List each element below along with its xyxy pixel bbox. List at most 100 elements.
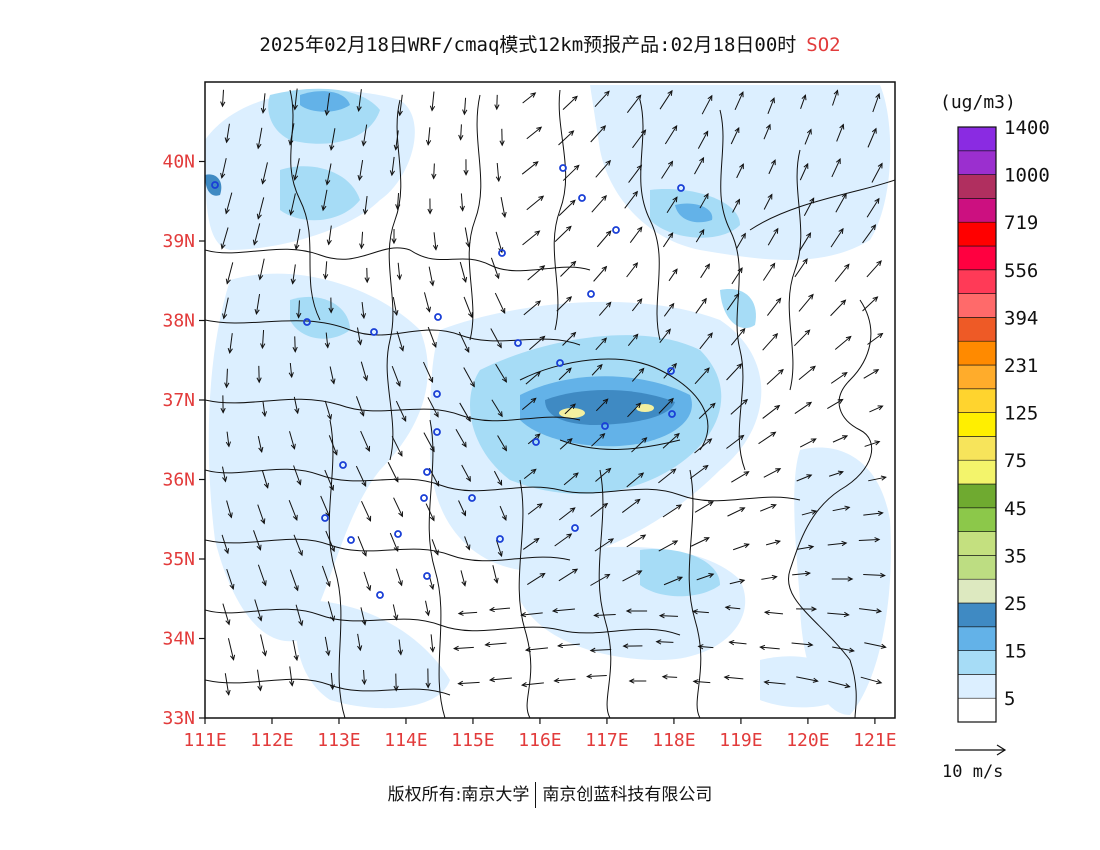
wind-arrow bbox=[622, 643, 643, 649]
wind-arrow bbox=[527, 265, 546, 281]
boundary-line bbox=[688, 469, 702, 718]
wind-arrow bbox=[655, 639, 674, 645]
copyright-footer: 版权所有:南京大学 南京创蓝科技有限公司 bbox=[0, 780, 1100, 808]
wind-arrow bbox=[526, 195, 545, 211]
wind-arrow bbox=[293, 158, 300, 181]
wind-arrow bbox=[827, 398, 844, 409]
lon-tick-label: 112E bbox=[250, 730, 293, 751]
wind-arrow bbox=[425, 600, 431, 617]
wind-arrow bbox=[763, 193, 773, 210]
station-marker bbox=[211, 181, 219, 189]
wind-arrow bbox=[554, 225, 572, 242]
wind-arrow bbox=[736, 163, 744, 179]
colorbar-swatch bbox=[957, 555, 997, 580]
wind-arrow bbox=[357, 633, 363, 652]
wind-arrow bbox=[868, 475, 887, 482]
wind-arrow bbox=[726, 363, 743, 381]
wind-arrow bbox=[831, 576, 854, 582]
wind-reference-label: 10 m/s bbox=[942, 762, 1004, 782]
wind-arrow bbox=[463, 367, 475, 388]
wind-arrow bbox=[629, 226, 643, 244]
wind-arrow bbox=[558, 367, 572, 381]
wind-arrow bbox=[361, 669, 367, 686]
wind-arrow bbox=[254, 294, 261, 316]
wind-arrow bbox=[224, 123, 230, 144]
station-marker bbox=[587, 290, 595, 298]
colorbar-tick-label: 45 bbox=[1004, 498, 1027, 520]
wind-arrow bbox=[729, 578, 746, 585]
wind-arrow bbox=[696, 573, 715, 581]
wind-arrow bbox=[464, 536, 471, 551]
boundary-line bbox=[518, 479, 532, 718]
wind-arrow bbox=[662, 432, 680, 449]
wind-arrow bbox=[562, 95, 578, 110]
wind-arrow bbox=[594, 538, 615, 552]
wind-arrow bbox=[290, 264, 296, 285]
wind-arrow bbox=[730, 398, 749, 415]
colorbar-swatch bbox=[957, 150, 997, 175]
colorbar-swatch bbox=[957, 198, 997, 223]
wind-arrow bbox=[558, 130, 575, 146]
wind-arrow bbox=[767, 97, 775, 114]
wind-arrow bbox=[559, 437, 573, 450]
administrative-boundaries bbox=[205, 89, 895, 718]
wind-arrow bbox=[726, 434, 745, 449]
wind-arrow bbox=[864, 642, 887, 649]
wind-arrow bbox=[495, 231, 504, 254]
wind-arrow bbox=[689, 464, 709, 479]
wind-arrow bbox=[224, 368, 230, 389]
wind-arrow bbox=[554, 533, 573, 547]
wind-arrow bbox=[527, 572, 546, 585]
wind-arrow bbox=[325, 163, 332, 186]
wind-arrow bbox=[697, 130, 709, 149]
wind-arrow bbox=[457, 610, 478, 616]
wind-arrow bbox=[662, 504, 683, 518]
wind-arrow bbox=[522, 230, 541, 246]
wind-arrow bbox=[464, 227, 471, 248]
wind-arrow bbox=[792, 570, 811, 577]
wind-arrow bbox=[596, 230, 612, 248]
wind-arrow bbox=[321, 189, 328, 212]
wind-arrow bbox=[668, 268, 678, 282]
station-marker bbox=[423, 572, 431, 580]
wind-arrow bbox=[320, 495, 331, 518]
lon-tick-label: 111E bbox=[183, 730, 226, 751]
boundary-line bbox=[719, 109, 746, 471]
wind-arrow bbox=[257, 564, 267, 587]
wind-arrow bbox=[796, 474, 813, 482]
wind-arrow bbox=[798, 293, 814, 312]
colorbar-swatch bbox=[957, 459, 997, 485]
wind-arrow bbox=[461, 464, 471, 483]
wind-arrow bbox=[500, 197, 507, 218]
wind-arrow bbox=[226, 500, 233, 519]
wind-arrow bbox=[832, 89, 839, 106]
shade-hotspot-1 bbox=[559, 408, 585, 418]
wind-arrow bbox=[428, 467, 440, 487]
boundary-line bbox=[639, 99, 661, 341]
wind-arrow bbox=[730, 327, 746, 346]
wind-arrow bbox=[261, 401, 267, 418]
wind-arrow bbox=[254, 599, 263, 622]
wind-arrow bbox=[827, 611, 850, 618]
wind-vectors bbox=[220, 88, 887, 696]
wind-arrow bbox=[828, 470, 844, 477]
colorbar-tick-label: 1000 bbox=[1004, 165, 1050, 187]
wind-arrow bbox=[758, 431, 777, 445]
station-marker bbox=[433, 428, 441, 436]
lon-tick-label: 120E bbox=[786, 730, 829, 751]
wind-arrow bbox=[256, 197, 265, 220]
lon-tick-label: 121E bbox=[853, 730, 896, 751]
wind-arrow bbox=[595, 467, 612, 482]
wind-arrow bbox=[794, 258, 808, 278]
wind-arrow bbox=[495, 162, 502, 183]
wind-arrow bbox=[659, 89, 673, 110]
wind-arrow bbox=[830, 371, 848, 384]
colorbar-swatch bbox=[957, 483, 997, 509]
wind-arrow bbox=[663, 576, 684, 586]
lat-tick-label: 37N bbox=[162, 390, 195, 411]
wind-arrow bbox=[427, 198, 433, 215]
title-main: 2025年02月18日WRF/cmaq模式12km预报产品:02月18日00时 bbox=[259, 34, 797, 56]
wind-arrow bbox=[556, 296, 573, 312]
lon-tick-label: 114E bbox=[384, 730, 427, 751]
